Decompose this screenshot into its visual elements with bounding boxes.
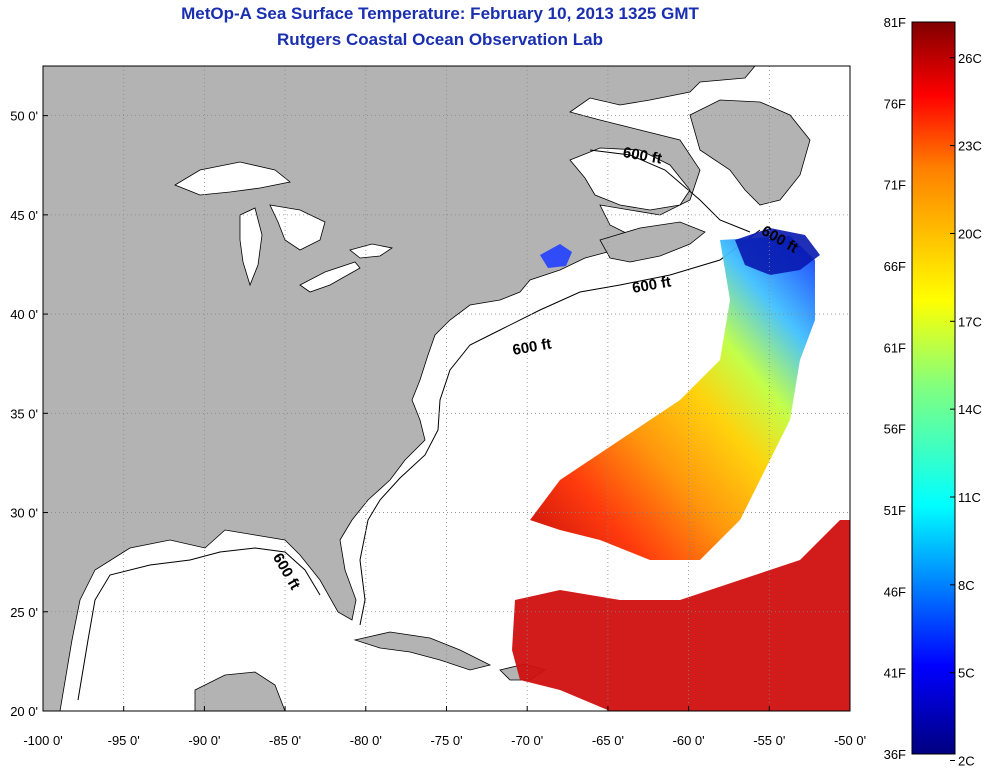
land-cuba xyxy=(353,631,492,671)
lat-tick-label: 45 0' xyxy=(10,208,38,223)
contour-600ft-atlantic xyxy=(359,229,761,626)
colorbar-f-label: 61F xyxy=(884,340,906,355)
lon-tick-label: -95 0' xyxy=(108,733,140,748)
lon-tick-label: -100 0' xyxy=(23,733,62,748)
lon-tick-label: -75 0' xyxy=(430,733,462,748)
colorbar-f-label: 66F xyxy=(884,259,906,274)
land-yucatan xyxy=(194,671,286,711)
contour-600ft-gulf xyxy=(77,547,321,701)
lat-tick-label: 30 0' xyxy=(10,506,38,521)
lon-tick-label: -90 0' xyxy=(188,733,220,748)
colorbar-c-label: 26C xyxy=(958,51,982,66)
lat-tick-label: 20 0' xyxy=(10,704,38,719)
lat-tick-label: 25 0' xyxy=(10,605,38,620)
colorbar-c-label: 2C xyxy=(958,754,975,769)
colorbar-f-label: 81F xyxy=(884,15,906,30)
colorbar-fahrenheit-labels: 81F 76F 71F 66F 61F 56F 51F 46F 41F 36F xyxy=(884,15,906,762)
longitude-axis: -100 0' -95 0' -90 0' -85 0' -80 0' -75 0' -70… xyxy=(23,706,866,748)
colorbar-f-label: 36F xyxy=(884,747,906,762)
colorbar-celsius-labels: 26C 23C 20C 17C 14C 11C 8C 5C 2C xyxy=(950,51,982,769)
lon-tick-label: -70 0' xyxy=(511,733,543,748)
sst-newfoundland-patch xyxy=(735,228,820,275)
great-lake-superior xyxy=(174,161,291,196)
contour-label-2: 600 ft xyxy=(631,273,673,297)
contour-600ft-gulf-stlawrence xyxy=(589,149,751,233)
contour-label-1: 600 ft xyxy=(622,144,664,168)
colorbar-f-label: 56F xyxy=(884,422,906,437)
colorbar-c-label: 17C xyxy=(958,314,982,329)
colorbar-c-label: 5C xyxy=(958,666,975,681)
colorbar-c-label: 11C xyxy=(958,490,981,505)
great-lake-ontario xyxy=(349,243,394,259)
great-lake-erie xyxy=(299,261,361,293)
colorbar-f-label: 76F xyxy=(884,96,906,111)
colorbar-f-label: 41F xyxy=(884,666,906,681)
lat-tick-label: 50 0' xyxy=(10,109,38,124)
lon-tick-label: -50 0' xyxy=(834,733,866,748)
lon-tick-label: -65 0' xyxy=(592,733,624,748)
lat-tick-label: 40 0' xyxy=(10,307,38,322)
latitude-axis: 50 0' 45 0' 40 0' 35 0' 30 0' 25 0' 20 0' xyxy=(10,109,48,719)
sst-maritimes-patch xyxy=(540,244,572,268)
lon-tick-label: -80 0' xyxy=(350,733,382,748)
colorbar-c-label: 8C xyxy=(958,578,975,593)
lon-tick-label: -55 0' xyxy=(753,733,785,748)
gulf-of-st-lawrence xyxy=(569,147,691,211)
colorbar-f-label: 71F xyxy=(884,178,906,193)
sst-swath-warm xyxy=(512,520,850,711)
sst-swath-cool xyxy=(530,236,815,560)
land-nova-scotia xyxy=(599,221,706,263)
lat-tick-label: 35 0' xyxy=(10,406,38,421)
great-lake-michigan xyxy=(239,207,263,287)
lon-tick-label: -85 0' xyxy=(269,733,301,748)
graticule-grid xyxy=(43,66,850,711)
great-lake-huron xyxy=(269,204,326,251)
colorbar-c-label: 14C xyxy=(958,402,982,417)
map-subtitle: Rutgers Coastal Ocean Observation Lab xyxy=(277,30,603,49)
land-newfoundland xyxy=(689,99,811,206)
colorbar-f-label: 51F xyxy=(884,503,906,518)
colorbar-c-label: 23C xyxy=(958,139,982,154)
contour-label-3: 600 ft xyxy=(511,335,553,359)
map-title: MetOp-A Sea Surface Temperature: Februar… xyxy=(181,4,699,23)
colorbar-f-label: 46F xyxy=(884,584,906,599)
colorbar-c-label: 20C xyxy=(958,226,982,241)
land-north-america xyxy=(43,66,756,711)
lon-tick-label: -60 0' xyxy=(673,733,705,748)
colorbar xyxy=(911,21,956,755)
